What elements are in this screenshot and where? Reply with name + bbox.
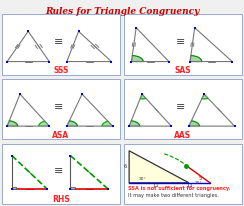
Text: It may make two different triangles.: It may make two different triangles. (128, 193, 219, 198)
FancyBboxPatch shape (124, 79, 242, 139)
Text: SSA is not sufficient for congruency.: SSA is not sufficient for congruency. (128, 186, 230, 191)
Text: Rules for Triangle Congruency: Rules for Triangle Congruency (45, 7, 199, 16)
Bar (12, 186, 16, 189)
Text: RHS: RHS (52, 195, 70, 204)
Text: 6: 6 (124, 164, 127, 169)
FancyBboxPatch shape (2, 14, 120, 75)
Text: ≡: ≡ (176, 102, 185, 112)
Text: 11: 11 (187, 183, 193, 188)
Text: 11: 11 (153, 183, 159, 188)
FancyBboxPatch shape (2, 79, 120, 139)
Text: SAS: SAS (175, 66, 191, 75)
FancyBboxPatch shape (2, 144, 120, 204)
Polygon shape (129, 121, 140, 126)
Polygon shape (189, 121, 199, 126)
Text: 30°: 30° (195, 181, 203, 185)
Polygon shape (132, 56, 143, 62)
Polygon shape (102, 121, 112, 126)
Polygon shape (67, 121, 77, 126)
FancyBboxPatch shape (124, 144, 242, 204)
Polygon shape (39, 121, 49, 126)
Text: 5: 5 (199, 176, 202, 181)
FancyBboxPatch shape (124, 14, 242, 75)
Text: ASA: ASA (52, 131, 70, 140)
Text: ≡: ≡ (54, 102, 63, 112)
Text: ≡: ≡ (54, 166, 63, 176)
Polygon shape (129, 151, 189, 183)
Text: AAS: AAS (174, 131, 192, 140)
Polygon shape (190, 56, 202, 62)
Text: ≡: ≡ (54, 37, 63, 47)
Text: SSS: SSS (53, 66, 69, 75)
Polygon shape (140, 94, 146, 99)
Polygon shape (7, 121, 18, 126)
Bar (70, 186, 75, 189)
Polygon shape (202, 94, 208, 99)
Text: ≡: ≡ (176, 37, 185, 47)
Text: 30°: 30° (139, 177, 146, 181)
